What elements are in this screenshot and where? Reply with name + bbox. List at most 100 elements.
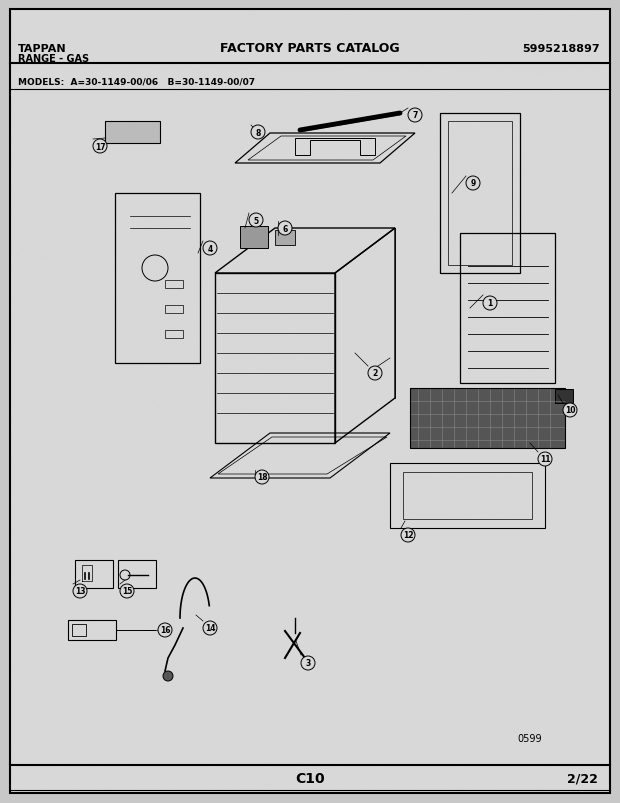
Point (291, 756, 301, 769)
Point (303, 601, 312, 613)
Point (366, 671, 376, 684)
Point (22, 714, 32, 727)
Point (601, 73, 611, 86)
Point (482, 783, 492, 796)
Point (317, 271, 327, 284)
Point (261, 736, 271, 749)
Point (320, 445, 330, 458)
Point (335, 26, 345, 39)
Point (574, 113, 583, 126)
Point (560, 483, 570, 496)
Point (66, 373, 76, 386)
Point (135, 208, 144, 221)
Point (513, 571, 523, 584)
Point (518, 671, 528, 683)
Point (340, 4, 350, 17)
Point (326, 63, 336, 76)
Point (546, 512, 556, 524)
Point (231, 94, 241, 107)
Point (446, 499, 456, 512)
Point (244, 8, 254, 21)
Point (48, 470, 58, 483)
Point (104, 571, 114, 584)
Point (250, 707, 260, 720)
Point (218, 612, 228, 625)
Point (425, 715, 435, 728)
Point (143, 575, 153, 588)
Point (375, 702, 385, 715)
Point (126, 393, 136, 406)
Point (134, 320, 144, 332)
Point (327, 474, 337, 487)
Point (216, 367, 226, 380)
Point (475, 565, 485, 578)
Point (540, 336, 550, 349)
Point (250, 426, 260, 439)
Point (433, 207, 443, 220)
Point (197, 434, 206, 447)
Point (543, 650, 553, 662)
Point (260, 118, 270, 131)
Point (375, 756, 385, 768)
Point (264, 428, 274, 441)
Point (176, 153, 186, 165)
Point (441, 668, 451, 681)
Point (440, 221, 450, 234)
Point (76, 423, 86, 436)
Circle shape (466, 177, 480, 191)
Point (113, 605, 123, 618)
Point (196, 660, 206, 673)
Point (470, 731, 480, 744)
Point (485, 273, 495, 286)
Point (379, 132, 389, 145)
Point (356, 149, 366, 161)
Point (22, 673, 32, 686)
Point (484, 203, 494, 216)
Point (138, 59, 148, 71)
Point (564, 617, 574, 630)
Point (20, 548, 30, 561)
Point (80, 108, 90, 120)
Point (149, 538, 159, 551)
Point (228, 562, 238, 575)
Point (84, 687, 94, 700)
Point (194, 328, 204, 340)
Point (170, 733, 180, 746)
Point (53, 626, 63, 639)
Point (369, 438, 379, 451)
Point (600, 703, 610, 715)
Point (377, 332, 387, 344)
Point (504, 597, 514, 609)
Point (518, 758, 528, 771)
Point (31, 38, 41, 51)
Point (222, 192, 232, 205)
Point (64, 760, 74, 772)
Point (561, 45, 571, 58)
Point (363, 622, 373, 635)
Point (529, 210, 539, 222)
Point (17, 285, 27, 298)
Point (499, 218, 509, 231)
Point (508, 684, 518, 697)
Point (394, 552, 404, 565)
Point (72, 463, 82, 475)
Point (11, 651, 20, 664)
Point (179, 101, 188, 114)
Point (396, 153, 405, 165)
Point (392, 748, 402, 760)
Point (553, 59, 563, 72)
Point (247, 233, 257, 246)
Point (578, 78, 588, 91)
Point (40, 239, 50, 252)
Point (438, 167, 448, 180)
Point (459, 153, 469, 166)
Point (275, 148, 285, 161)
Point (558, 132, 568, 145)
Point (144, 283, 154, 296)
Point (466, 219, 476, 232)
Point (173, 377, 183, 389)
Point (75, 137, 85, 149)
Point (187, 27, 197, 40)
Point (306, 679, 316, 691)
Point (118, 360, 128, 373)
